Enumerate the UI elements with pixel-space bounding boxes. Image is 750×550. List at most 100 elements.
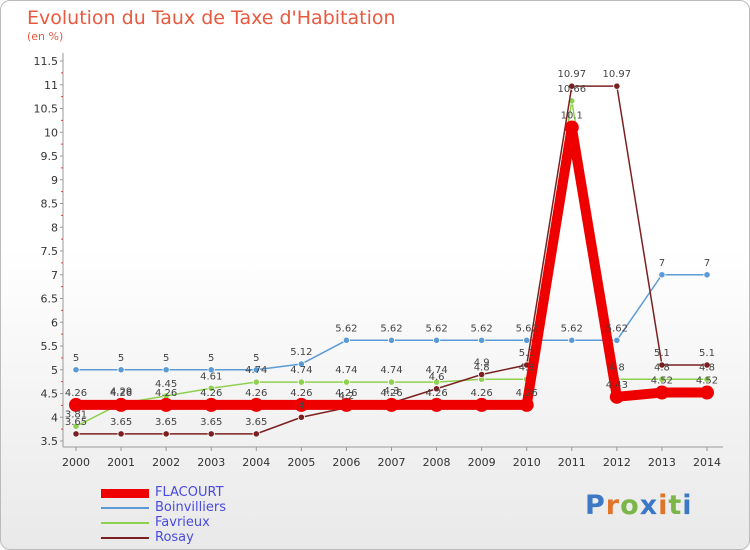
data-label-favrieux: 3.81: [65, 409, 87, 420]
point-flacourt: [159, 397, 174, 412]
x-tick-label: 2004: [242, 456, 270, 469]
y-tick-label: 4.5: [41, 388, 59, 401]
data-label-rosay: 3.65: [200, 417, 222, 428]
legend-swatch: [101, 507, 149, 509]
y-tick-label: 10: [44, 126, 58, 139]
data-label-favrieux: 4.61: [200, 371, 222, 382]
data-label-rosay: 5.1: [699, 348, 715, 359]
data-label-favrieux: 4.74: [245, 365, 267, 376]
data-label-flacourt: 4.26: [516, 388, 538, 399]
point-boinvilliers: [297, 360, 305, 368]
data-label-boinvilliers: 5.62: [561, 323, 583, 334]
y-tick-label: 6.5: [41, 293, 59, 306]
point-flacourt: [294, 397, 309, 412]
point-rosay: [568, 82, 576, 90]
point-rosay: [297, 413, 305, 421]
data-label-rosay: 10.97: [557, 69, 586, 80]
data-label-flacourt: 4.52: [696, 376, 718, 387]
data-label-boinvilliers: 5.62: [516, 323, 538, 334]
data-label-rosay: 10.97: [603, 69, 632, 80]
chart-title: Evolution du Taux de Taxe d'Habitation: [27, 7, 396, 29]
data-label-boinvilliers: 5: [163, 353, 169, 364]
x-tick-label: 2003: [197, 456, 225, 469]
x-tick-label: 2011: [558, 456, 586, 469]
y-tick-label: 11: [44, 79, 58, 92]
point-favrieux: [72, 422, 80, 430]
point-boinvilliers: [658, 271, 666, 279]
data-label-boinvilliers: 5: [208, 353, 214, 364]
data-label-boinvilliers: 5.62: [471, 323, 493, 334]
legend-swatch: [101, 488, 149, 498]
data-label-boinvilliers: 5: [253, 353, 259, 364]
point-rosay: [252, 430, 260, 438]
data-label-boinvilliers: 7: [704, 258, 710, 269]
point-boinvilliers: [387, 336, 396, 344]
y-tick-label: 4: [51, 411, 58, 424]
axes: 3.5 4 4.5 5 5.5 6 6.5 7 7.5 8 8.5 9 9.5 10 10.5 11 11.5 2…: [34, 53, 723, 469]
x-tick-label: 2002: [152, 456, 180, 469]
point-flacourt: [384, 397, 399, 412]
logo-letter: o: [620, 490, 640, 521]
point-flacourt: [339, 397, 354, 412]
point-flacourt: [564, 120, 579, 135]
y-tick-label: 6: [51, 316, 58, 329]
data-label-flacourt: 4.26: [110, 388, 132, 399]
data-label-rosay: 4.2: [338, 391, 354, 402]
point-rosay: [72, 430, 80, 438]
legend-label: Favrieux: [155, 515, 210, 530]
point-favrieux: [658, 375, 666, 383]
point-favrieux: [252, 378, 260, 386]
point-rosay: [432, 385, 441, 393]
point-flacourt: [519, 397, 534, 412]
data-label-rosay: 4.6: [429, 372, 445, 383]
x-tick-label: 2005: [287, 456, 315, 469]
data-label-favrieux: 4.29: [110, 386, 132, 397]
logo-letter: r: [605, 490, 621, 521]
point-boinvilliers: [432, 336, 441, 344]
point-boinvilliers: [568, 336, 576, 344]
y-tick-label: 8: [51, 221, 58, 234]
legend-label: Boinvilliers: [155, 500, 226, 515]
point-flacourt: [654, 385, 669, 400]
y-tick-label: 7.5: [41, 245, 59, 258]
data-label-flacourt: 4.52: [651, 376, 673, 387]
data-label-favrieux: 4.8: [609, 362, 625, 373]
data-label-favrieux: 4.74: [380, 365, 402, 376]
data-label-rosay: 4.3: [384, 386, 400, 397]
point-flacourt: [249, 397, 264, 412]
x-tick-label: 2008: [423, 456, 451, 469]
data-label-boinvilliers: 5: [73, 353, 79, 364]
data-label-boinvilliers: 5.12: [290, 347, 312, 358]
point-rosay: [703, 361, 711, 369]
point-flacourt: [609, 389, 624, 404]
point-boinvilliers: [613, 336, 621, 344]
proxiti-logo: Proxiti: [585, 490, 693, 521]
x-tick-label: 2014: [693, 456, 721, 469]
data-label-flacourt: 4.26: [425, 388, 447, 399]
point-flacourt: [114, 397, 129, 412]
logo-letter: P: [585, 490, 606, 521]
y-tick-label: 5: [51, 364, 58, 377]
point-rosay: [658, 361, 666, 369]
y-tick-label: 9: [51, 174, 58, 187]
data-label-rosay: 4: [298, 400, 304, 411]
data-label-flacourt: 4.26: [200, 388, 222, 399]
point-boinvilliers: [252, 366, 260, 374]
point-flacourt: [429, 397, 444, 412]
point-rosay: [117, 430, 125, 438]
data-label-boinvilliers: 5.62: [380, 323, 402, 334]
point-boinvilliers: [207, 366, 215, 374]
y-tick-label: 8.5: [41, 198, 59, 211]
point-boinvilliers: [478, 336, 486, 344]
data-label-rosay: 5.1: [519, 348, 535, 359]
point-flacourt: [700, 385, 714, 400]
data-label-rosay: 4.9: [474, 358, 490, 369]
point-rosay: [478, 370, 486, 379]
data-label-rosay: 3.65: [155, 417, 177, 428]
data-label-flacourt: 4.43: [606, 380, 628, 391]
y-tick-label: 7: [51, 269, 58, 282]
data-label-flacourt: 4.26: [245, 388, 267, 399]
point-flacourt: [204, 397, 219, 412]
data-label-favrieux: 4.8: [474, 362, 490, 373]
